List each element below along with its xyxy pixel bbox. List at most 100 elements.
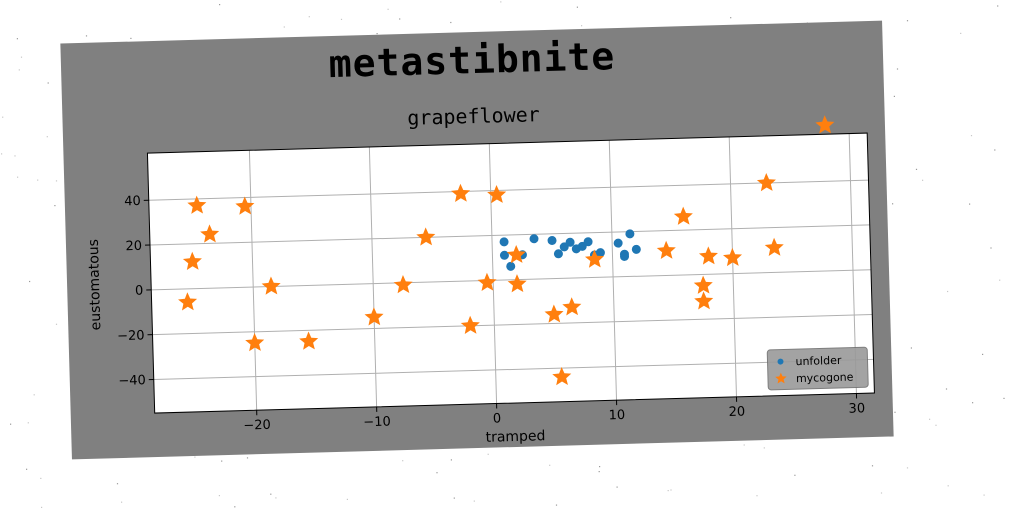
noise-speck (670, 489, 672, 491)
y-tick-label: −20 (117, 328, 145, 344)
noise-speck (16, 38, 18, 40)
x-tick-label: 10 (608, 408, 625, 423)
noise-speck (743, 444, 745, 446)
mycogone-point (182, 251, 202, 271)
noise-speck (880, 492, 883, 494)
mycogone-point (656, 240, 676, 260)
noise-speck (756, 495, 758, 497)
mycogone-point (723, 247, 743, 267)
legend-marker-mycogone (775, 372, 787, 384)
noise-speck (599, 466, 601, 468)
noise-speck (935, 424, 937, 426)
noise-speck (997, 5, 999, 7)
noise-speck (990, 247, 992, 249)
noise-speck (982, 353, 984, 355)
noise-speck (450, 459, 452, 461)
unfolder-point (613, 238, 623, 248)
legend-box (766, 346, 869, 391)
unfolder-point (553, 249, 563, 259)
chart-figure: metastibnite grapeflower −20 −10 0 10 20 30 −4… (60, 20, 894, 460)
mycogone-point (764, 237, 784, 257)
noise-speck (18, 69, 20, 71)
noise-speck (929, 418, 931, 420)
mycogone-point (487, 184, 507, 204)
mycogone-point (451, 183, 471, 202)
x-tick-label: −20 (243, 418, 271, 434)
unfolder-point (631, 244, 641, 254)
noise-speck (308, 16, 310, 18)
mycogone-point (506, 244, 526, 264)
noise-speck (234, 506, 236, 508)
noise-speck (283, 26, 285, 28)
unfolder-point (595, 248, 605, 258)
noise-speck (871, 465, 874, 467)
noise-speck (436, 472, 438, 474)
noise-speck (893, 95, 895, 97)
mycogone-point (544, 304, 564, 323)
noise-speck (983, 494, 985, 496)
noise-speck (116, 483, 119, 485)
plot-area (147, 133, 875, 414)
mycogone-point (460, 315, 480, 335)
noise-speck (194, 456, 196, 458)
y-grid-line (153, 358, 874, 380)
x-tick-label: 20 (728, 405, 745, 420)
noise-speck (54, 205, 56, 207)
unfolder-point (506, 261, 516, 271)
noise-speck (29, 280, 31, 283)
x-grid-line (248, 150, 258, 411)
noise-speck (26, 468, 28, 470)
noise-speck (275, 497, 277, 499)
noise-speck (947, 290, 949, 293)
noise-speck (794, 474, 796, 476)
x-grid-line (608, 140, 618, 401)
mycogone-point (416, 227, 436, 246)
noise-speck (906, 467, 909, 469)
noise-speck (994, 149, 996, 151)
noise-speck (219, 4, 221, 6)
noise-speck (947, 485, 949, 487)
x-tick-label: 0 (493, 411, 502, 426)
mycogone-point (694, 291, 714, 310)
mycogone-point (393, 275, 413, 294)
noise-speck (27, 422, 29, 424)
x-tick-label: 30 (848, 401, 865, 416)
noise-speck (549, 464, 551, 466)
noise-speck (130, 37, 132, 39)
noise-speck (487, 453, 489, 455)
noise-speck (915, 168, 918, 170)
y-tick-label: 20 (125, 239, 142, 254)
noise-speck (10, 423, 12, 425)
noise-speck (473, 500, 475, 502)
noise-speck (2, 116, 4, 118)
y-tick-label: 0 (135, 284, 144, 299)
noise-speck (894, 411, 896, 413)
scatter-plot: −20 −10 0 10 20 30 −40 −20 0 20 40 tramped eustomato… (86, 115, 875, 446)
mycogone-point (200, 224, 220, 243)
noise-speck (20, 56, 23, 58)
noise-speck (33, 394, 35, 396)
noise-speck (55, 323, 58, 325)
x-grid-line (368, 146, 378, 407)
mycogone-point (235, 196, 255, 215)
mycogone-point (693, 275, 713, 294)
noise-speck (960, 32, 962, 34)
x-grid-line (728, 136, 737, 397)
mycogone-point (299, 331, 319, 350)
noise-speck (598, 471, 600, 473)
mycogone-point (178, 292, 198, 311)
noise-speck (667, 490, 669, 492)
mycogone-point (187, 195, 207, 214)
unfolder-point (499, 237, 509, 247)
noise-speck (910, 347, 912, 349)
noise-speck (500, 1, 502, 3)
mycogone-point (562, 297, 582, 316)
unfolder-point (499, 250, 509, 260)
mycogone-point (364, 307, 384, 326)
noise-speck (763, 447, 765, 449)
noise-speck (972, 402, 974, 404)
noise-speck (906, 20, 909, 22)
noise-speck (1003, 397, 1005, 399)
noise-speck (17, 176, 19, 178)
axes-frame (146, 132, 875, 414)
